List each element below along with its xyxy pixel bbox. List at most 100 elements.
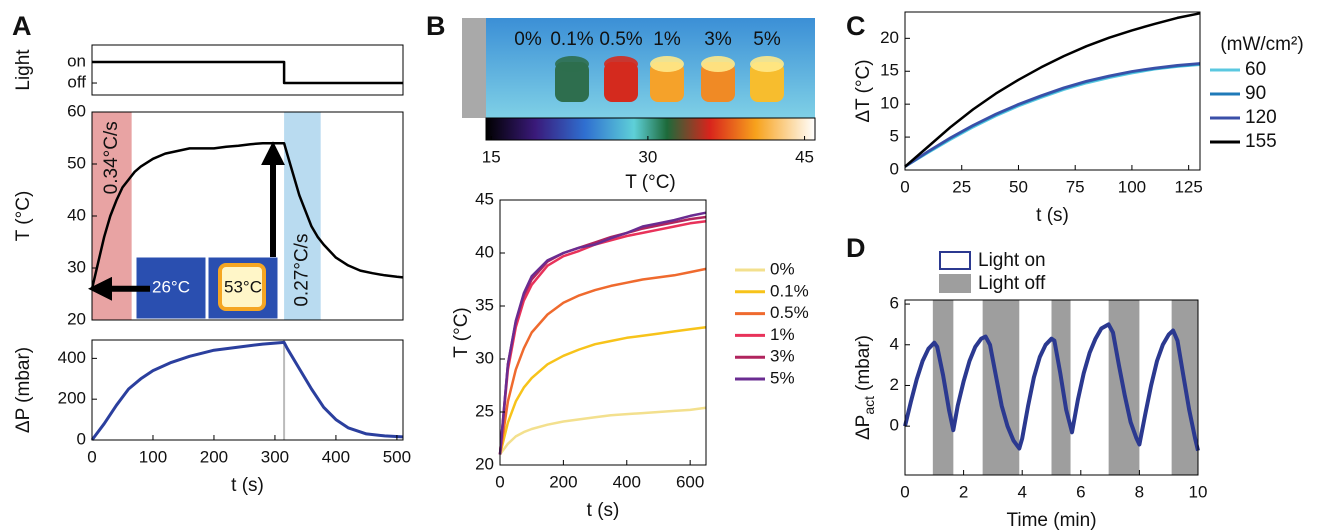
data-line (904, 12, 1201, 168)
legend-label: Light on (978, 250, 1046, 271)
y-tick-label: 6 (890, 294, 899, 313)
panel-label: C (846, 11, 866, 41)
x-tick-label: 50 (1009, 177, 1028, 196)
sample-puck (750, 62, 784, 102)
x-tick-label: 0 (900, 177, 909, 196)
x-tick-label: 100 (139, 447, 167, 466)
x-axis-label: t (s) (587, 500, 620, 521)
plot-frame (904, 299, 1199, 476)
sample-puck (650, 62, 684, 102)
data-line (498, 219, 707, 455)
y-axis-label: ΔPact (mbar) (853, 335, 877, 440)
sample-label: 1% (653, 29, 681, 50)
sample-puck (555, 62, 589, 102)
x-tick-label: 100 (1118, 177, 1146, 196)
x-tick-label: 0 (87, 447, 96, 466)
y-axis-label: T (°C) (451, 307, 472, 358)
x-tick-label: 300 (261, 447, 289, 466)
y-axis-label: ΔT (°C) (853, 59, 874, 122)
plot-frame (499, 199, 707, 466)
sample-top (604, 56, 638, 72)
y-tick-label: 50 (67, 153, 86, 172)
colorbar (485, 117, 816, 141)
x-axis-label: Time (min) (1006, 510, 1096, 531)
light-off-interval (982, 300, 1020, 475)
data-line (903, 322, 1200, 452)
legend-label: 5% (770, 368, 795, 387)
sample-label: 0.1% (550, 29, 593, 50)
light-off-interval (932, 300, 954, 475)
data-line (904, 62, 1201, 168)
legend-label: 0% (770, 259, 795, 278)
y-tick-label: 200 (58, 389, 86, 408)
y-tick-label: 20 (880, 28, 899, 47)
data-line (498, 267, 707, 455)
x-tick-label: 600 (676, 472, 704, 491)
y-tick-label: 60 (67, 101, 86, 120)
data-line (904, 63, 1201, 168)
x-tick-label: 200 (549, 472, 577, 491)
region-label: 0.27°C/s (291, 234, 312, 307)
panel-label: D (846, 233, 866, 263)
y-tick-label: 40 (475, 242, 494, 261)
inset-label: 53°C (224, 277, 262, 296)
plot-frame (91, 44, 404, 96)
legend-label: 60 (1245, 59, 1266, 80)
inset-label: 26°C (152, 277, 190, 296)
x-tick-label: 8 (1135, 482, 1144, 501)
x-axis-label: t (s) (231, 475, 264, 496)
legend-swatch (939, 251, 971, 270)
data-line (90, 340, 404, 441)
x-tick-label: 2 (959, 482, 968, 501)
y-tick-label: 0 (890, 159, 899, 178)
x-axis-label: t (s) (1036, 205, 1069, 226)
x-tick-label: 25 (952, 177, 971, 196)
y-tick-label: 45 (475, 189, 494, 208)
legend-label: 155 (1245, 131, 1277, 152)
legend-label: Light off (978, 273, 1046, 294)
y-tick-label: on (67, 52, 86, 71)
image-edge (462, 18, 486, 118)
legend-title: (mW/cm²) (1220, 34, 1303, 55)
colorbar-tick-label: 45 (795, 147, 814, 166)
y-tick-label: 10 (880, 94, 899, 113)
y-axis-label: ΔP (mbar) (13, 347, 34, 433)
data-line (498, 325, 707, 455)
y-axis-label: Light (13, 49, 34, 91)
x-tick-label: 200 (200, 447, 228, 466)
legend-label: 0.5% (770, 303, 809, 322)
colorbar-tick-label: 15 (482, 147, 501, 166)
sample-label: 3% (704, 29, 732, 50)
y-label-unit: (mbar) (853, 335, 874, 391)
y-tick-label: 30 (475, 348, 494, 367)
y-tick-label: 20 (475, 454, 494, 473)
y-tick-label: 25 (475, 401, 494, 420)
x-tick-label: 0 (495, 472, 504, 491)
legend-label: 1% (770, 325, 795, 344)
y-tick-label: 0 (890, 416, 899, 435)
y-tick-label: 30 (67, 257, 86, 276)
x-tick-label: 400 (613, 472, 641, 491)
y-tick-label: 40 (67, 205, 86, 224)
y-label-main: ΔP (853, 415, 874, 440)
legend-label: 3% (770, 347, 795, 366)
y-tick-label: 400 (58, 348, 86, 367)
y-tick-label: 20 (67, 309, 86, 328)
colorbar-tick-label: 30 (638, 147, 657, 166)
panel-label: B (426, 11, 446, 41)
shaded-region (284, 112, 321, 320)
plot-frame (91, 339, 404, 441)
data-line (904, 62, 1201, 168)
sample-label: 0% (514, 29, 542, 50)
data-line (498, 211, 707, 455)
x-tick-label: 6 (1076, 482, 1085, 501)
legend-label: 120 (1245, 107, 1277, 128)
sample-top (555, 56, 589, 72)
sample-puck (604, 62, 638, 102)
data-line (90, 141, 404, 290)
plot-frame (904, 11, 1201, 171)
sample-top (750, 56, 784, 72)
panel-label: A (12, 11, 32, 41)
sample-label: 5% (753, 29, 781, 50)
